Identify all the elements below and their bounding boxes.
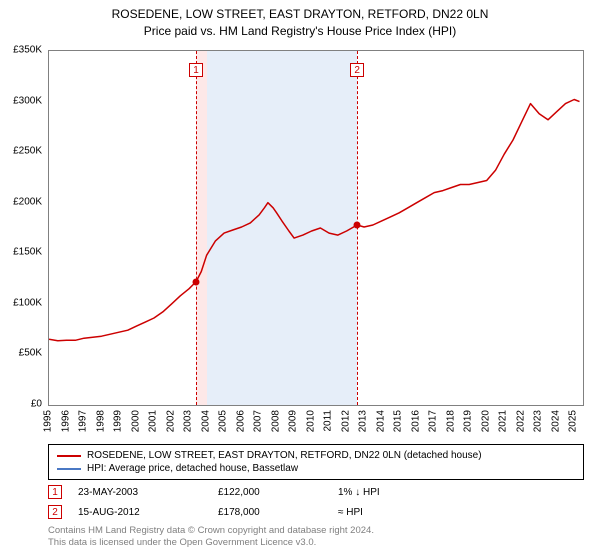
legend-row-hpi: HPI: Average price, detached house, Bass… bbox=[57, 462, 575, 475]
x-tick-label: 2014 bbox=[375, 410, 386, 432]
sale-marker-box-2: 2 bbox=[350, 63, 364, 77]
x-tick-label: 2015 bbox=[393, 410, 404, 432]
x-tick-label: 2017 bbox=[428, 410, 439, 432]
x-tick-label: 2003 bbox=[183, 410, 194, 432]
sales-price-2: £178,000 bbox=[218, 507, 338, 518]
x-tick-label: 2011 bbox=[323, 410, 334, 432]
x-tick-label: 2000 bbox=[130, 410, 141, 432]
x-tick-label: 2016 bbox=[410, 410, 421, 432]
sale-dot-1 bbox=[193, 278, 200, 285]
title-block: ROSEDENE, LOW STREET, EAST DRAYTON, RETF… bbox=[0, 0, 600, 40]
sale-dot-2 bbox=[354, 221, 361, 228]
x-tick-label: 2010 bbox=[305, 410, 316, 432]
legend-swatch-property bbox=[57, 455, 81, 457]
x-tick-label: 1999 bbox=[113, 410, 124, 432]
x-tick-label: 2023 bbox=[533, 410, 544, 432]
x-tick-label: 2022 bbox=[515, 410, 526, 432]
x-tick-label: 2005 bbox=[218, 410, 229, 432]
x-tick-label: 1997 bbox=[78, 410, 89, 432]
sales-diff-2: ≈ HPI bbox=[338, 507, 363, 518]
x-tick-label: 2013 bbox=[358, 410, 369, 432]
x-tick-label: 1996 bbox=[60, 410, 71, 432]
legend-swatch-hpi bbox=[57, 468, 81, 470]
series-property bbox=[49, 100, 580, 341]
legend-row-property: ROSEDENE, LOW STREET, EAST DRAYTON, RETF… bbox=[57, 449, 575, 462]
y-axis-labels: £0£50K£100K£150K£200K£250K£300K£350K bbox=[0, 50, 44, 406]
x-tick-label: 2018 bbox=[445, 410, 456, 432]
plot-svg bbox=[49, 51, 583, 405]
sales-table: 1 23-MAY-2003 £122,000 1% ↓ HPI 2 15-AUG… bbox=[48, 482, 584, 522]
y-tick-label: £50K bbox=[19, 348, 42, 359]
x-tick-label: 2006 bbox=[235, 410, 246, 432]
sales-price-1: £122,000 bbox=[218, 487, 338, 498]
chart-container: ROSEDENE, LOW STREET, EAST DRAYTON, RETF… bbox=[0, 0, 600, 560]
title-line2: Price paid vs. HM Land Registry's House … bbox=[0, 23, 600, 40]
x-tick-label: 2024 bbox=[550, 410, 561, 432]
y-tick-label: £350K bbox=[13, 45, 42, 56]
sales-row-2: 2 15-AUG-2012 £178,000 ≈ HPI bbox=[48, 502, 584, 522]
legend-label-property: ROSEDENE, LOW STREET, EAST DRAYTON, RETF… bbox=[87, 450, 482, 461]
y-tick-label: £200K bbox=[13, 196, 42, 207]
x-tick-label: 2002 bbox=[165, 410, 176, 432]
title-line1: ROSEDENE, LOW STREET, EAST DRAYTON, RETF… bbox=[0, 6, 600, 23]
sales-diff-1: 1% ↓ HPI bbox=[338, 487, 380, 498]
y-tick-label: £0 bbox=[31, 399, 42, 410]
plot-area: 12 bbox=[48, 50, 584, 406]
x-tick-label: 1995 bbox=[43, 410, 54, 432]
x-tick-label: 2020 bbox=[480, 410, 491, 432]
x-tick-label: 2012 bbox=[340, 410, 351, 432]
x-axis-labels: 1995199619971998199920002001200220032004… bbox=[48, 406, 584, 446]
x-tick-label: 2007 bbox=[253, 410, 264, 432]
footer-line1: Contains HM Land Registry data © Crown c… bbox=[48, 525, 584, 537]
sales-row-1: 1 23-MAY-2003 £122,000 1% ↓ HPI bbox=[48, 482, 584, 502]
marker-vline bbox=[196, 51, 197, 405]
sale-marker-box-1: 1 bbox=[189, 63, 203, 77]
x-tick-label: 2021 bbox=[498, 410, 509, 432]
x-tick-label: 2025 bbox=[568, 410, 579, 432]
x-tick-label: 2009 bbox=[288, 410, 299, 432]
footer-line2: This data is licensed under the Open Gov… bbox=[48, 537, 584, 549]
x-tick-label: 2001 bbox=[148, 410, 159, 432]
legend-label-hpi: HPI: Average price, detached house, Bass… bbox=[87, 463, 298, 474]
sales-marker-2: 2 bbox=[48, 505, 62, 519]
y-tick-label: £150K bbox=[13, 247, 42, 258]
y-tick-label: £100K bbox=[13, 297, 42, 308]
sales-marker-1: 1 bbox=[48, 485, 62, 499]
y-tick-label: £250K bbox=[13, 146, 42, 157]
x-tick-label: 1998 bbox=[95, 410, 106, 432]
x-tick-label: 2004 bbox=[200, 410, 211, 432]
x-tick-label: 2008 bbox=[270, 410, 281, 432]
sales-date-1: 23-MAY-2003 bbox=[78, 487, 218, 498]
y-tick-label: £300K bbox=[13, 95, 42, 106]
sales-date-2: 15-AUG-2012 bbox=[78, 507, 218, 518]
x-tick-label: 2019 bbox=[463, 410, 474, 432]
legend: ROSEDENE, LOW STREET, EAST DRAYTON, RETF… bbox=[48, 444, 584, 480]
footer: Contains HM Land Registry data © Crown c… bbox=[48, 525, 584, 550]
